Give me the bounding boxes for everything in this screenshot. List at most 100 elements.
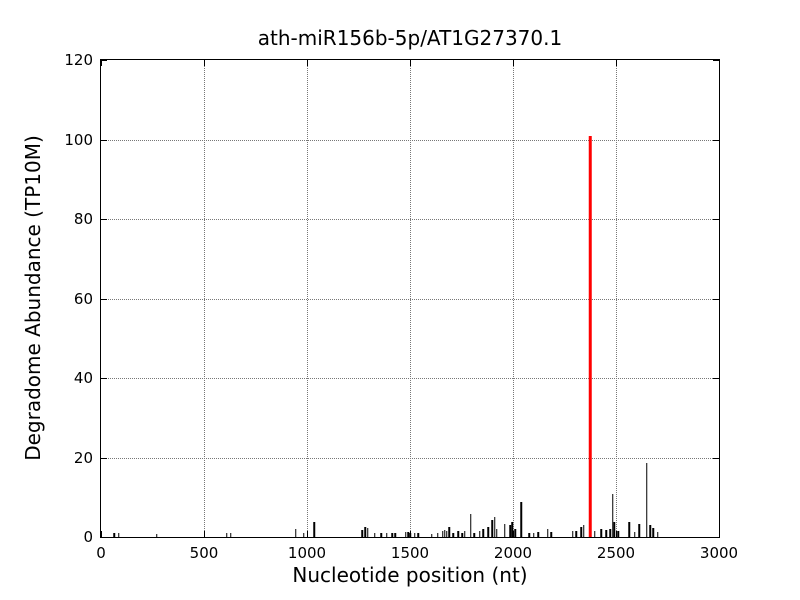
degradome-peak: [617, 531, 620, 537]
degradome-peak: [464, 531, 466, 537]
y-tick-label: 0: [83, 528, 93, 546]
y-gridline: [101, 457, 719, 459]
x-tick-label: 2000: [493, 544, 533, 562]
y-tick-mark: [713, 457, 719, 459]
degradome-peak: [520, 501, 522, 537]
degradome-peak: [441, 531, 444, 537]
degradome-peak: [652, 527, 654, 537]
x-tick-mark: [719, 60, 720, 66]
degradome-peak: [550, 531, 553, 537]
degradome-peak: [448, 527, 450, 537]
y-tick-mark: [101, 298, 107, 300]
x-tick-label: 3000: [699, 544, 739, 562]
degradome-peak: [605, 530, 607, 537]
y-tick-mark: [101, 537, 107, 538]
x-tick-mark: [719, 531, 720, 537]
y-tick-mark: [101, 60, 107, 61]
chart-title: ath-miR156b-5p/AT1G27370.1: [257, 26, 563, 50]
plot-area: [100, 59, 720, 538]
x-tick-mark: [513, 60, 514, 66]
degradome-peak: [367, 528, 369, 537]
x-tick-mark: [101, 60, 102, 66]
degradome-peak: [445, 531, 448, 537]
degradome-peak: [487, 527, 490, 537]
degradome-peak: [374, 533, 376, 537]
degradome-peak: [461, 533, 463, 537]
degradome-peak: [473, 533, 476, 537]
degradome-peak: [649, 525, 651, 537]
degradome-peak: [628, 522, 631, 537]
x-tick-label: 1500: [390, 544, 430, 562]
y-tick-label: 60: [73, 289, 93, 308]
y-tick-label: 120: [64, 51, 93, 69]
degradome-peak: [583, 525, 585, 537]
x-tick-label: 500: [189, 544, 219, 562]
degradome-peak: [443, 529, 446, 537]
x-tick-label: 1000: [287, 544, 327, 562]
degradome-peak: [117, 533, 120, 537]
degradome-peak: [303, 533, 305, 537]
degradome-peak: [638, 523, 641, 537]
degradome-peak: [470, 513, 472, 537]
degradome-peak: [504, 523, 506, 537]
degradome-peak: [537, 531, 539, 537]
degradome-peak: [313, 521, 315, 537]
degradome-peak: [113, 533, 116, 537]
y-tick-mark: [713, 60, 719, 61]
x-tick-mark: [410, 531, 411, 537]
y-tick-mark: [101, 219, 107, 220]
degradome-peak: [155, 533, 158, 537]
degradome-peak: [613, 522, 616, 537]
degradome-peak: [646, 463, 648, 537]
y-tick-mark: [713, 139, 719, 141]
degradome-peak: [609, 529, 611, 537]
x-tick-label: 2500: [596, 544, 636, 562]
target-site-peak: [589, 135, 592, 537]
x-tick-mark: [101, 531, 102, 537]
degradome-peak: [413, 533, 416, 537]
degradome-peak: [528, 533, 531, 537]
y-tick-mark: [101, 139, 107, 141]
y-tick-label: 100: [64, 130, 93, 149]
degradome-peak: [571, 530, 574, 537]
x-tick-mark: [307, 531, 308, 537]
degradome-peak: [580, 527, 583, 537]
degradome-peak: [511, 522, 514, 537]
degradome-peak: [575, 531, 578, 537]
degradome-peak: [496, 529, 498, 537]
degradome-peak: [532, 533, 535, 537]
y-tick-mark: [713, 537, 719, 538]
degradome-peak: [225, 533, 228, 537]
degradome-peak: [514, 529, 516, 537]
x-tick-mark: [616, 60, 617, 66]
degradome-peak: [478, 530, 481, 537]
degradome-peak: [452, 533, 454, 537]
x-axis-label: Nucleotide position (nt): [292, 563, 528, 587]
degradome-peak: [394, 533, 396, 537]
degradome-peak: [491, 520, 494, 537]
y-tick-label: 40: [73, 369, 93, 387]
y-tick-label: 80: [73, 210, 93, 228]
degradome-peak: [405, 532, 407, 537]
degradome-peak: [380, 533, 382, 537]
y-tick-label: 20: [73, 448, 93, 467]
x-tick-label: 0: [96, 544, 106, 562]
x-tick-mark: [616, 531, 617, 537]
degradome-peak: [430, 533, 433, 537]
degradome-peak: [364, 527, 366, 537]
degradome-peak: [482, 529, 484, 537]
degradome-peak: [294, 528, 297, 537]
degradome-peak: [230, 533, 232, 537]
y-tick-mark: [713, 298, 719, 300]
degradome-peak: [436, 533, 439, 537]
x-tick-mark: [204, 531, 205, 537]
degradome-peak: [391, 533, 394, 537]
x-tick-mark: [307, 60, 308, 66]
degradome-peak: [600, 528, 602, 537]
y-axis-label: Degradome Abundance (TP10M): [21, 135, 45, 461]
y-gridline: [101, 378, 719, 379]
degradome-peak: [457, 531, 459, 537]
y-tick-mark: [101, 378, 107, 379]
degradome-peak: [386, 533, 388, 537]
